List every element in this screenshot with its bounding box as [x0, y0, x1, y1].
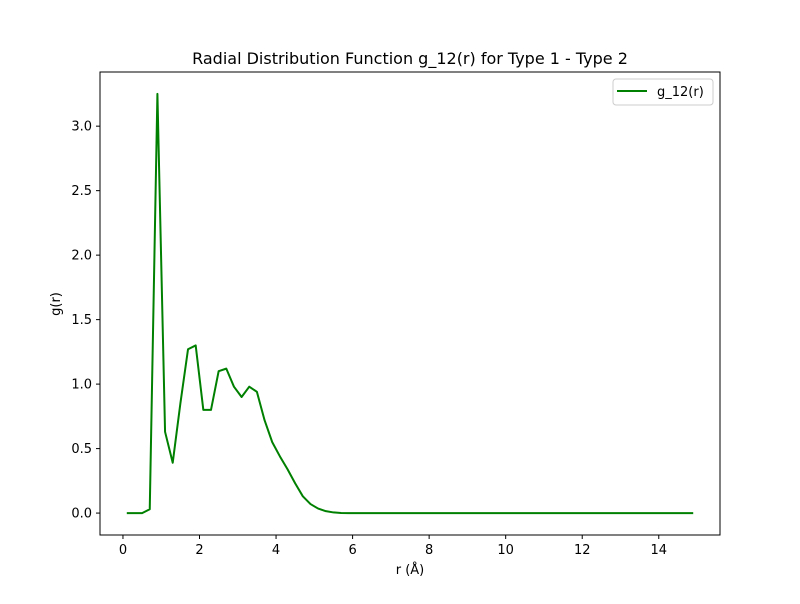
y-tick-label: 2.5	[71, 184, 92, 199]
x-tick-label: 6	[348, 543, 356, 558]
y-tick-label: 0.0	[71, 507, 92, 522]
y-axis: 0.0 0.5 1.0 1.5 2.0 2.5 3.0	[71, 120, 100, 522]
axes-frame	[99, 71, 721, 536]
legend-label-g12: g_12(r)	[657, 85, 704, 100]
x-tick-label: 8	[425, 543, 433, 558]
x-tick-label: 0	[119, 543, 127, 558]
plot-area	[126, 92, 694, 515]
x-tick-label: 10	[497, 543, 514, 558]
x-axis-label: r (Å)	[396, 562, 425, 578]
legend-box	[612, 78, 714, 106]
x-tick-label: 12	[574, 543, 591, 558]
x-tick-label: 4	[272, 543, 280, 558]
y-tick-label: 1.0	[71, 378, 92, 393]
y-axis-label: g(r)	[49, 292, 64, 316]
y-tick-label: 1.5	[71, 313, 92, 328]
y-tick-label: 2.0	[71, 249, 92, 264]
chart-title: Radial Distribution Function g_12(r) for…	[192, 49, 628, 69]
legend: g_12(r)	[612, 78, 714, 106]
x-axis: 0 2 4 6 8 10 12 14	[119, 535, 667, 558]
series-line-g12	[126, 92, 694, 515]
y-tick-label: 3.0	[71, 120, 92, 135]
x-tick-label: 2	[195, 543, 203, 558]
y-tick-label: 0.5	[71, 442, 92, 457]
x-tick-label: 14	[650, 543, 667, 558]
